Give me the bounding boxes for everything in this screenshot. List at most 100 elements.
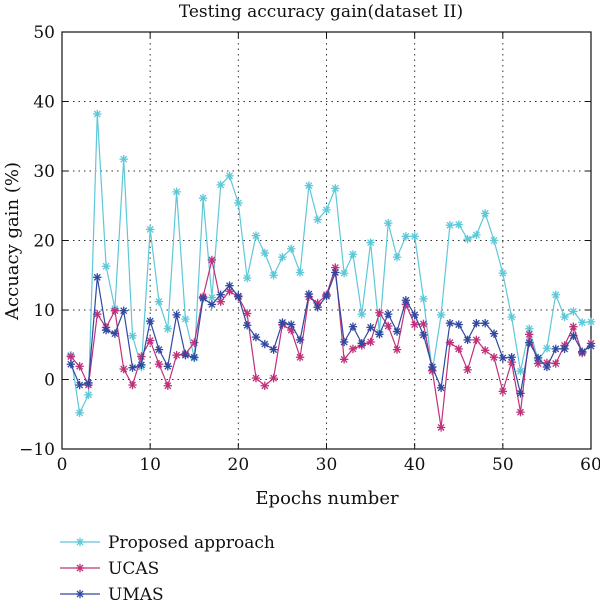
- data-point-proposed-approach: [507, 312, 516, 322]
- data-point-proposed-approach: [348, 250, 358, 259]
- data-point-umas: [463, 335, 472, 345]
- data-point-umas: [181, 350, 190, 360]
- data-point-ucas: [260, 381, 269, 390]
- data-point-umas: [560, 344, 569, 354]
- data-point-proposed-approach: [216, 180, 225, 190]
- data-point-proposed-approach: [278, 252, 287, 262]
- data-point-ucas: [375, 308, 384, 317]
- data-point-ucas: [419, 319, 428, 329]
- data-point-umas: [110, 329, 120, 338]
- data-point-umas: [234, 291, 243, 301]
- data-point-umas: [278, 318, 287, 327]
- series-lines: [66, 109, 596, 432]
- data-point-ucas: [489, 353, 499, 362]
- y-axis-label: Accuacy gain (%): [2, 162, 23, 321]
- data-point-ucas: [110, 306, 120, 315]
- x-tick-label: 20: [228, 455, 250, 475]
- data-point-umas: [428, 362, 437, 372]
- data-point-proposed-approach: [304, 181, 314, 190]
- data-point-proposed-approach: [472, 230, 481, 240]
- data-point-umas: [472, 319, 481, 328]
- data-point-proposed-approach: [410, 232, 419, 241]
- data-point-ucas: [172, 350, 181, 360]
- data-point-ucas: [533, 359, 543, 368]
- data-point-proposed-approach: [313, 215, 322, 224]
- data-point-ucas: [348, 344, 358, 354]
- data-point-proposed-approach: [119, 154, 128, 164]
- data-point-ucas: [463, 365, 472, 374]
- y-tick-label: −10: [19, 440, 55, 460]
- data-point-proposed-approach: [542, 344, 552, 353]
- data-point-proposed-approach: [101, 262, 111, 271]
- data-point-umas: [172, 310, 181, 320]
- y-tick-label: 50: [33, 23, 55, 43]
- legend-label: UMAS: [108, 585, 164, 605]
- data-point-umas: [375, 330, 384, 339]
- data-point-proposed-approach: [331, 184, 340, 193]
- x-tick-label: 40: [404, 455, 426, 475]
- data-point-ucas: [516, 407, 525, 417]
- data-point-umas: [348, 322, 358, 331]
- data-point-ucas: [295, 353, 305, 362]
- data-point-proposed-approach: [172, 187, 181, 197]
- data-point-umas: [410, 310, 419, 320]
- data-point-ucas: [119, 364, 128, 374]
- data-point-umas: [569, 331, 578, 340]
- data-point-umas: [392, 327, 402, 336]
- series-umas: [66, 268, 596, 398]
- data-point-ucas: [66, 352, 76, 361]
- data-point-proposed-approach: [401, 232, 411, 241]
- data-point-ucas: [498, 387, 508, 396]
- data-point-proposed-approach: [498, 268, 508, 278]
- data-point-ucas: [242, 309, 252, 318]
- data-point-umas: [357, 339, 366, 348]
- data-point-proposed-approach: [181, 314, 190, 324]
- data-point-umas: [481, 319, 490, 328]
- data-point-umas: [331, 268, 340, 277]
- data-point-umas: [313, 303, 322, 312]
- data-point-ucas: [207, 255, 217, 265]
- data-point-proposed-approach: [287, 244, 296, 254]
- data-point-proposed-approach: [75, 408, 84, 418]
- data-point-umas: [542, 362, 552, 372]
- data-point-proposed-approach: [128, 331, 137, 340]
- data-point-umas: [154, 345, 164, 354]
- x-axis-label: Epochs number: [255, 488, 399, 509]
- data-point-ucas: [525, 330, 534, 339]
- data-point-umas: [251, 332, 261, 342]
- data-point-umas: [269, 345, 278, 354]
- data-point-umas: [225, 281, 234, 290]
- data-point-proposed-approach: [463, 234, 472, 244]
- legend-marker: [75, 563, 85, 573]
- data-point-ucas: [551, 359, 560, 368]
- legend-marker: [75, 537, 85, 547]
- data-point-umas: [322, 291, 331, 301]
- data-point-umas: [260, 339, 269, 349]
- data-point-ucas: [145, 336, 155, 345]
- data-point-proposed-approach: [198, 193, 208, 203]
- data-point-proposed-approach: [163, 324, 172, 333]
- data-point-ucas: [154, 360, 164, 369]
- data-point-umas: [163, 362, 172, 371]
- data-point-proposed-approach: [93, 109, 102, 119]
- data-point-proposed-approach: [516, 366, 525, 376]
- data-point-proposed-approach: [551, 290, 560, 299]
- legend: Proposed approach UCAS UMAS: [60, 533, 275, 605]
- data-point-ucas: [569, 322, 578, 331]
- legend-label: UCAS: [108, 559, 159, 579]
- series-line-proposed-approach: [70, 113, 592, 415]
- data-point-umas: [207, 300, 217, 309]
- data-point-ucas: [410, 320, 419, 329]
- data-point-proposed-approach: [577, 318, 587, 327]
- data-point-ucas: [481, 346, 490, 355]
- x-tick-label: 0: [57, 455, 68, 475]
- data-point-proposed-approach: [569, 307, 578, 316]
- data-point-umas: [295, 335, 305, 345]
- data-point-umas: [216, 290, 225, 299]
- data-point-ucas: [454, 344, 463, 354]
- y-tick-label: 10: [33, 301, 55, 321]
- data-point-proposed-approach: [481, 209, 490, 218]
- series-line-ucas: [70, 259, 592, 428]
- data-point-proposed-approach: [269, 271, 278, 280]
